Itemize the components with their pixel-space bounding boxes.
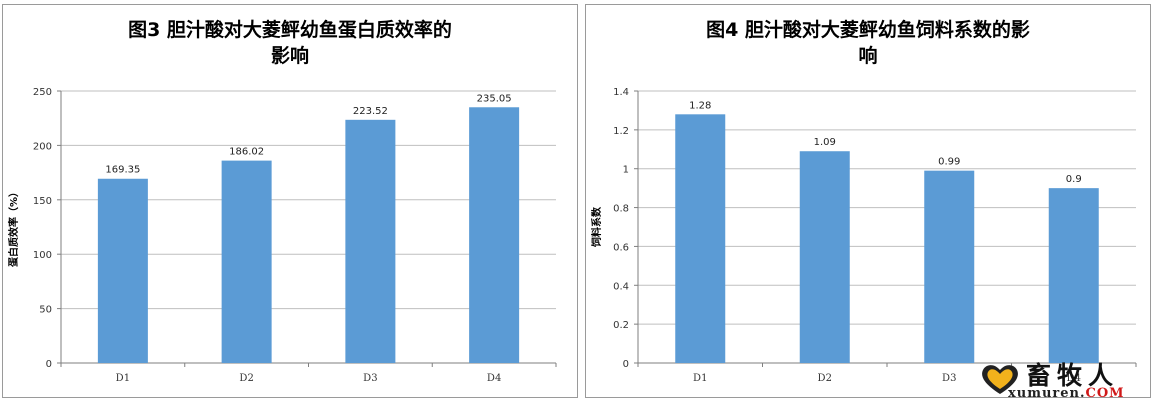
bar-d4 — [469, 107, 520, 364]
data-label: 223.52 — [353, 106, 388, 117]
y-tick-label: 1 — [623, 165, 629, 176]
y-tick-label: 0 — [623, 359, 629, 370]
watermark-url-main: xumuren. — [1008, 386, 1086, 401]
y-tick-label: 50 — [39, 305, 52, 316]
y-axis-title: 蛋白质效率（%） — [7, 187, 20, 267]
y-axis-title: 饲料系数 — [590, 206, 603, 248]
data-label: 1.09 — [814, 137, 836, 148]
x-category-label: D4 — [1067, 373, 1081, 384]
chart-panel-protein-efficiency: 图3 胆汁酸对大菱鲆幼鱼蛋白质效率的 影响 0 50 100 150 200 250 169.3… — [2, 4, 578, 398]
y-tick-label: 100 — [33, 250, 52, 261]
y-tick-label: 1.2 — [613, 126, 629, 137]
bar-d2 — [799, 151, 850, 363]
x-category-label: D2 — [239, 373, 253, 384]
bar-d2 — [221, 160, 272, 363]
watermark-logo: 畜牧人 xumuren.COM — [978, 356, 1153, 402]
y-tick-label: 200 — [33, 141, 52, 152]
bar-d3 — [924, 170, 975, 363]
x-category-label: D3 — [363, 373, 377, 384]
data-label: 1.28 — [689, 100, 711, 111]
watermark-name: 畜牧人 — [1026, 361, 1120, 390]
y-tick-label: 0.8 — [613, 204, 629, 215]
y-tick-label: 250 — [33, 87, 52, 98]
y-tick-label: 0.2 — [613, 320, 629, 331]
y-tick-label: 0 — [46, 359, 52, 370]
y-tick-label: 150 — [33, 196, 52, 207]
bar-d1 — [97, 178, 148, 363]
chart-title-line: 响 — [858, 44, 877, 67]
y-tick-label: 0.4 — [613, 281, 629, 292]
x-category-label: D1 — [116, 373, 130, 384]
data-label: 0.9 — [1066, 174, 1082, 185]
x-category-label: D1 — [693, 373, 707, 384]
x-category-label: D2 — [818, 373, 832, 384]
bar-d1 — [675, 114, 726, 363]
x-category-label: D3 — [942, 373, 956, 384]
data-label: 0.99 — [938, 157, 960, 168]
data-label: 169.35 — [105, 165, 140, 176]
bar-d3 — [345, 119, 396, 363]
chart-title-line: 图4 胆汁酸对大菱鲆幼鱼饲料系数的影 — [706, 18, 1030, 41]
heart-logo-icon — [982, 365, 1018, 394]
chart-title-line: 影响 — [271, 44, 309, 67]
data-label: 235.05 — [477, 93, 512, 104]
y-tick-label: 1.4 — [613, 87, 629, 98]
x-category-label: D4 — [487, 373, 501, 384]
chart-title-line: 图3 胆汁酸对大菱鲆幼鱼蛋白质效率的 — [128, 18, 452, 41]
bar-d4 — [1048, 188, 1099, 363]
watermark-url-suffix: COM — [1085, 386, 1125, 401]
data-label: 186.02 — [229, 147, 264, 158]
watermark-url: xumuren.COM — [1008, 386, 1125, 401]
y-tick-label: 0.6 — [613, 242, 629, 253]
chart-panel-feed-coefficient: 图4 胆汁酸对大菱鲆幼鱼饲料系数的影响 0 0.2 0.4 0.6 0.8 1 1.2 1.4 1… — [585, 4, 1151, 398]
